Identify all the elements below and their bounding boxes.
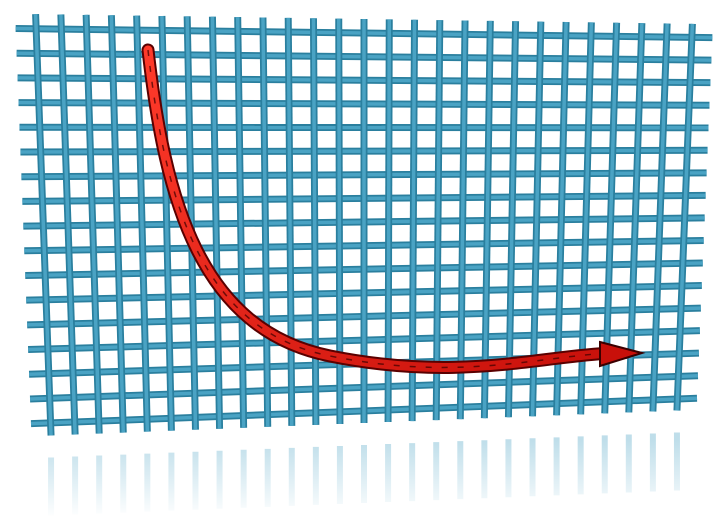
grid-bar-vertical (210, 16, 222, 429)
grid-bar-vertical (554, 21, 568, 416)
grid-bar-vertical (434, 20, 442, 421)
arrow-head (599, 340, 646, 368)
grid-bar-vertical (84, 14, 101, 434)
grid (15, 13, 713, 436)
grid-bar-vertical (386, 19, 392, 423)
grid-bar-vertical (235, 17, 246, 428)
grid-bar-vertical (675, 23, 695, 411)
grid-bar-vertical (261, 17, 270, 427)
grid-bar-vertical (482, 20, 493, 419)
grid-bar-vertical (109, 15, 126, 433)
grid-bar-vertical (286, 17, 294, 426)
trend-arrow (141, 43, 646, 374)
grid-bar-vertical (627, 23, 644, 413)
grid-bar-vertical (651, 23, 669, 412)
grid-bar-vertical (530, 21, 543, 417)
grid-bar-vertical (33, 14, 53, 436)
reflection-fade (0, 440, 726, 518)
grid-bar-vertical (160, 15, 174, 431)
grid-bar-vertical (458, 20, 467, 420)
grid-bar-vertical (410, 19, 417, 422)
grid-bar-vertical (311, 18, 318, 425)
grid-bar-vertical (59, 14, 77, 435)
arrow-body (143, 45, 617, 372)
grid-bar-vertical (506, 21, 518, 418)
grid-bar-vertical (134, 15, 150, 432)
